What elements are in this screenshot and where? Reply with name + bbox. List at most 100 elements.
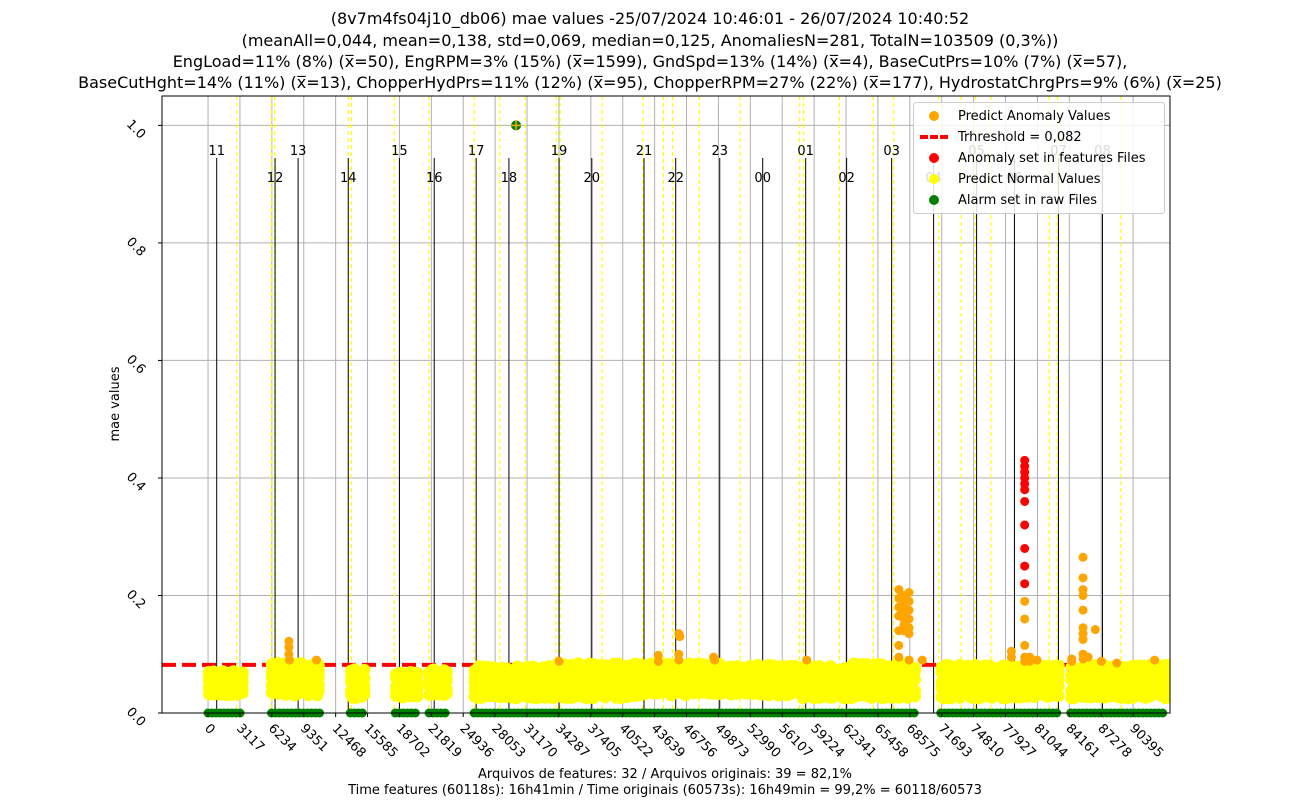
normal-point <box>1169 665 1170 670</box>
legend-item-threshold: Trhreshold = 0,082 <box>914 128 1082 146</box>
normal-point <box>1208 686 1220 698</box>
x-tick-label: 56107 <box>775 721 815 761</box>
anomaly-point <box>653 656 663 666</box>
normal-point <box>908 673 921 686</box>
normal-point <box>1186 674 1198 686</box>
y-tick-labels: 0.0 0.2 0.4 0.6 0.8 1.0 <box>123 117 162 730</box>
hour-marker-label: 18 <box>501 171 518 186</box>
normal-point <box>1221 658 1233 670</box>
normal-point <box>1196 680 1208 692</box>
anomaly-point <box>1020 614 1030 624</box>
footer-line-1: Arquivos de features: 32 / Arquivos orig… <box>478 767 852 782</box>
x-tick-label: 77927 <box>999 721 1039 761</box>
legend-label: Predict Normal Values <box>958 171 1101 187</box>
chart-title-line-2: (meanAll=0,044, mean=0,138, std=0,069, m… <box>241 31 1059 50</box>
normal-point <box>1192 678 1204 690</box>
footer-line-2: Time features (60118s): 16h41min / Time … <box>348 783 982 798</box>
anomaly-point <box>802 655 812 665</box>
normal-point <box>358 663 371 676</box>
normal-point <box>1219 657 1231 669</box>
normal-point <box>1203 689 1215 701</box>
x-tick-label: 18702 <box>393 721 433 761</box>
hour-marker-label: 19 <box>551 144 568 159</box>
anomaly-point <box>1067 656 1077 666</box>
normal-point <box>1208 665 1220 677</box>
normal-point <box>1180 657 1192 669</box>
normal-point <box>1188 689 1200 701</box>
normal-point <box>1188 674 1200 686</box>
normal-point <box>1194 659 1206 671</box>
normal-point <box>1213 689 1225 701</box>
normal-point <box>1180 688 1192 700</box>
anomaly-point <box>1078 573 1088 583</box>
normal-point <box>1221 672 1233 684</box>
normal-point <box>1213 659 1225 671</box>
normal-point <box>1224 659 1236 671</box>
normal-point <box>1206 660 1218 672</box>
anomaly-point <box>312 655 322 665</box>
normal-point <box>1217 659 1229 671</box>
normal-point <box>1186 685 1198 697</box>
hour-marker-label: 23 <box>711 144 728 159</box>
normal-point <box>1219 674 1231 686</box>
y-tick-label: 0.8 <box>123 235 148 260</box>
normal-point <box>1174 688 1186 700</box>
hour-marker-label: 16 <box>426 171 443 186</box>
normal-point <box>1224 664 1236 676</box>
normal-point <box>1206 673 1218 685</box>
x-tick-label: 37405 <box>584 721 624 761</box>
hour-marker-label: 17 <box>468 144 485 159</box>
hour-marker-label: 15 <box>391 144 408 159</box>
hour-marker-label: 01 <box>797 144 814 159</box>
chart-title-line-3: EngLoad=11% (8%) (x̅=50), EngRPM=3% (15%… <box>172 52 1128 71</box>
normal-point <box>1219 688 1231 700</box>
y-tick-label: 0.6 <box>123 352 148 377</box>
hour-marker-label: 22 <box>667 171 684 186</box>
normal-point <box>1174 657 1186 669</box>
normal-point <box>1186 658 1198 670</box>
normal-point <box>1169 691 1170 696</box>
anomaly-file-point <box>1020 485 1030 495</box>
x-tick-label: 68575 <box>903 721 943 761</box>
normal-point <box>1188 679 1200 691</box>
normal-point <box>1219 668 1231 680</box>
x-tick-label: 87278 <box>1094 721 1134 761</box>
normal-point <box>1199 667 1211 679</box>
normal-point <box>1052 659 1065 672</box>
normal-point <box>1221 665 1233 677</box>
normal-point <box>1176 681 1188 693</box>
normal-point <box>1186 680 1198 692</box>
normal-point <box>1213 681 1225 693</box>
anomaly-point <box>1020 596 1030 606</box>
legend-item-alarm-raw: Alarm set in raw Files <box>914 191 1097 209</box>
normal-point <box>1189 658 1201 670</box>
x-tick-label: 46756 <box>680 721 720 761</box>
normal-point <box>1211 662 1223 674</box>
legend-item-predict-normal: Predict Normal Values <box>914 170 1101 188</box>
y-tick-label: 0.0 <box>123 705 148 730</box>
anomaly-point <box>894 640 904 650</box>
normal-point <box>1215 675 1227 687</box>
normal-point <box>1202 673 1214 685</box>
normal-point <box>1169 672 1170 677</box>
x-tick-label: 40522 <box>616 721 656 761</box>
anomaly-point <box>894 652 904 662</box>
normal-point <box>1172 661 1184 673</box>
x-tick-label: 6234 <box>265 721 299 755</box>
normal-point <box>1219 682 1231 694</box>
normal-point <box>1196 659 1208 671</box>
normal-point <box>1224 680 1236 692</box>
legend-label: Trhreshold = 0,082 <box>958 129 1082 145</box>
normal-point <box>1215 664 1227 676</box>
normal-point <box>1196 666 1208 678</box>
normal-point <box>1211 682 1223 694</box>
y-tick-label: 1.0 <box>123 117 148 142</box>
x-tick-label: 81044 <box>1031 721 1071 761</box>
normal-point <box>1194 685 1206 697</box>
legend-label: Predict Anomaly Values <box>958 108 1111 124</box>
legend-label: Anomaly set in features Files <box>958 150 1146 166</box>
x-tick-labels: 0 311762349351124681558518702218192493628… <box>201 713 1166 761</box>
x-tick-label: 74810 <box>967 721 1007 761</box>
anomaly-point <box>1090 625 1100 635</box>
anomaly-point <box>284 655 294 665</box>
